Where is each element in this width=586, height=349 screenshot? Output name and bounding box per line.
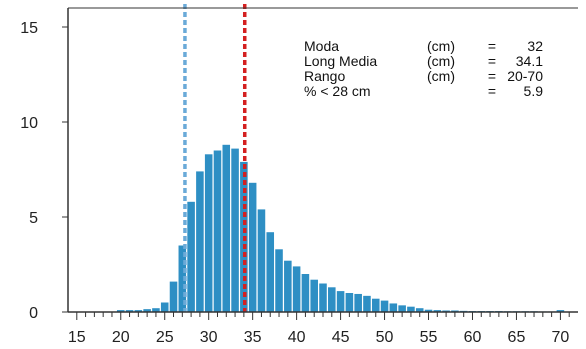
- y-tick-label: 15: [20, 20, 38, 37]
- annotation-value: 20-70: [507, 68, 543, 84]
- y-tick-label: 0: [29, 305, 38, 322]
- histogram-bar: [258, 209, 266, 312]
- x-tick-label: 35: [244, 329, 262, 346]
- x-axis-ticks: 15 20 25 30 35 40 45 50 55 60 65 70: [68, 312, 570, 346]
- histogram-bar: [407, 307, 415, 312]
- histogram-bar: [346, 293, 354, 312]
- histogram-bar: [275, 249, 283, 312]
- histogram-bar: [249, 183, 257, 312]
- annotation-unit: (cm): [427, 53, 455, 69]
- annotation-label: % < 28 cm: [304, 83, 371, 99]
- histogram-bar: [398, 305, 406, 312]
- histogram-bar: [390, 303, 398, 312]
- x-tick-label: 25: [156, 329, 174, 346]
- histogram-bar: [372, 299, 380, 312]
- annotation-label: Moda: [304, 38, 339, 54]
- histogram-bar: [266, 232, 274, 312]
- annotation-value: 32: [527, 38, 543, 54]
- annotation-equals: =: [488, 38, 496, 54]
- x-tick-label: 55: [420, 329, 438, 346]
- histogram-bar: [284, 261, 292, 312]
- annotation-equals: =: [488, 53, 496, 69]
- annotation-value: 34.1: [516, 53, 543, 69]
- histogram-bar: [231, 149, 239, 312]
- histogram-bar: [187, 202, 195, 312]
- x-tick-label: 20: [112, 329, 130, 346]
- x-tick-label: 45: [332, 329, 350, 346]
- annotation-unit: (cm): [427, 38, 455, 54]
- x-tick-label: 60: [464, 329, 482, 346]
- histogram-bar: [205, 154, 213, 312]
- y-axis-ticks: 0 5 10 15: [20, 20, 68, 322]
- x-tick-label: 15: [68, 329, 86, 346]
- annotation-value: 5.9: [524, 83, 544, 99]
- histogram-bar: [363, 296, 371, 312]
- histogram-bar: [196, 171, 204, 312]
- x-tick-label: 40: [288, 329, 306, 346]
- y-tick-label: 10: [20, 115, 38, 132]
- histogram-bar: [310, 280, 318, 312]
- histogram-bar: [214, 151, 222, 313]
- annotation-equals: =: [488, 68, 496, 84]
- histogram-bar: [170, 282, 178, 312]
- x-tick-label: 30: [200, 329, 218, 346]
- histogram-bar: [302, 274, 310, 312]
- annotation-equals: =: [488, 83, 496, 99]
- x-tick-label: 50: [376, 329, 394, 346]
- histogram-bar: [222, 145, 230, 312]
- annotation-unit: (cm): [427, 68, 455, 84]
- histogram-bar: [293, 266, 301, 312]
- x-tick-label: 70: [552, 329, 570, 346]
- y-tick-label: 5: [29, 210, 38, 227]
- histogram-bar: [337, 291, 345, 312]
- histogram-bar: [381, 301, 389, 312]
- annotation-label: Rango: [304, 68, 345, 84]
- histogram-bar: [161, 303, 169, 313]
- x-tick-label: 65: [508, 329, 526, 346]
- histogram-bar: [354, 294, 362, 312]
- histogram-bar: [328, 287, 336, 312]
- annotation-label: Long Media: [304, 53, 377, 69]
- histogram-bar: [319, 284, 327, 313]
